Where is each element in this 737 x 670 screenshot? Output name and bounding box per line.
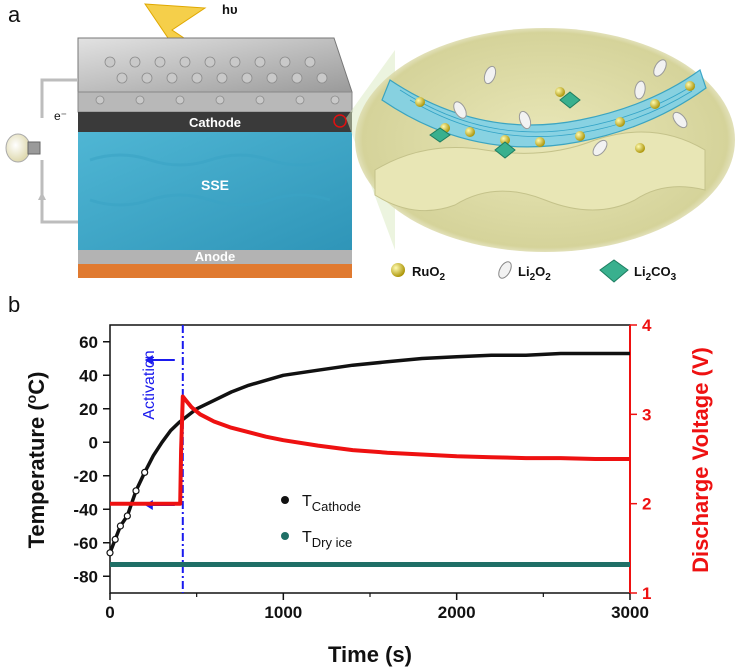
ruo2-particles: [415, 81, 695, 153]
y-right-tick-label: 1: [642, 584, 651, 603]
y-left-tick-label: 20: [79, 400, 98, 419]
current-collector-layer: [78, 264, 352, 278]
data-point: [141, 468, 149, 476]
li2o2-particles: [453, 59, 688, 157]
y-left-tick-label: 40: [79, 366, 98, 385]
light-bulb-icon: [5, 133, 41, 163]
y-left-tick-label: 60: [79, 333, 98, 352]
y-right-tick-label: 4: [642, 316, 652, 335]
white-ellipsoid-icon: [498, 261, 512, 279]
pore-pattern: [95, 56, 340, 105]
y-right-tick-label: 3: [642, 405, 651, 424]
data-point: [123, 512, 131, 520]
anode-layer: [78, 250, 352, 264]
legend-li2o2: Li2O2: [518, 264, 551, 283]
y-left-tick-label: -60: [73, 534, 98, 553]
legend-li2co3: Li2CO3: [634, 264, 677, 283]
panel-b-letter: b: [8, 292, 21, 317]
data-point: [116, 522, 125, 530]
current-arrow-icon: [38, 192, 46, 200]
y-left-tick-label: -20: [73, 467, 98, 486]
legend-ruo2: RuO2: [412, 264, 445, 283]
sse-layer: [78, 132, 352, 250]
yellow-sphere-icon: [391, 263, 405, 277]
legend-marker-dryice: [281, 532, 289, 540]
y-right-axis-label: Discharge Voltage (V): [688, 347, 713, 573]
sse-label: SSE: [201, 177, 229, 193]
activation-label: Activation: [141, 350, 158, 419]
legend-label-cathode: TCathode: [302, 493, 361, 514]
data-point: [106, 549, 114, 557]
panel-a-letter: a: [8, 2, 21, 27]
zoom-marker-icon: [333, 114, 347, 128]
y-left-tick-label: -80: [73, 567, 98, 586]
graphene-sheet: [381, 69, 707, 148]
legend-marker-cathode: [281, 496, 289, 504]
y-left-axis-label: Temperature (oC): [23, 372, 49, 549]
light-label: hυ: [222, 2, 238, 17]
green-crystal-icon: [599, 259, 629, 283]
series-line-discharge-voltage: [110, 394, 630, 506]
data-point: [111, 535, 119, 543]
x-tick-label: 0: [105, 603, 114, 622]
y-right-tick-label: 2: [642, 495, 651, 514]
electron-label: e⁻: [54, 109, 67, 123]
particle-legend: RuO2 Li2O2 Li2CO3: [391, 259, 677, 283]
external-circuit-wire: [40, 78, 78, 224]
li2co3-particles: [429, 91, 581, 159]
legend-label-dryice: TDry ice: [302, 529, 352, 550]
x-tick-label: 3000: [611, 603, 649, 622]
activation-arrowhead-icon: [144, 355, 153, 365]
cathode-label: Cathode: [189, 115, 241, 130]
anode-label: Anode: [195, 249, 235, 264]
temperature-voltage-chart: 0 1000 2000 3000 -80 -60 -40 -20 0 20 40 60 1 2 3 4 Tim…: [23, 316, 713, 667]
x-tick-label: 2000: [438, 603, 476, 622]
x-tick-label: 1000: [264, 603, 302, 622]
battery-schematic: hυ Cathode SSE Anode e⁻: [5, 2, 735, 283]
y-left-tick-label: 0: [89, 433, 98, 452]
data-point: [132, 487, 140, 495]
chart-legend: TCathode TDry ice: [281, 493, 361, 550]
series-line-t-cathode: [108, 351, 630, 554]
cathode-layer: [78, 112, 352, 132]
x-axis-label: Time (s): [328, 642, 412, 667]
y-left-tick-label: -40: [73, 500, 98, 519]
